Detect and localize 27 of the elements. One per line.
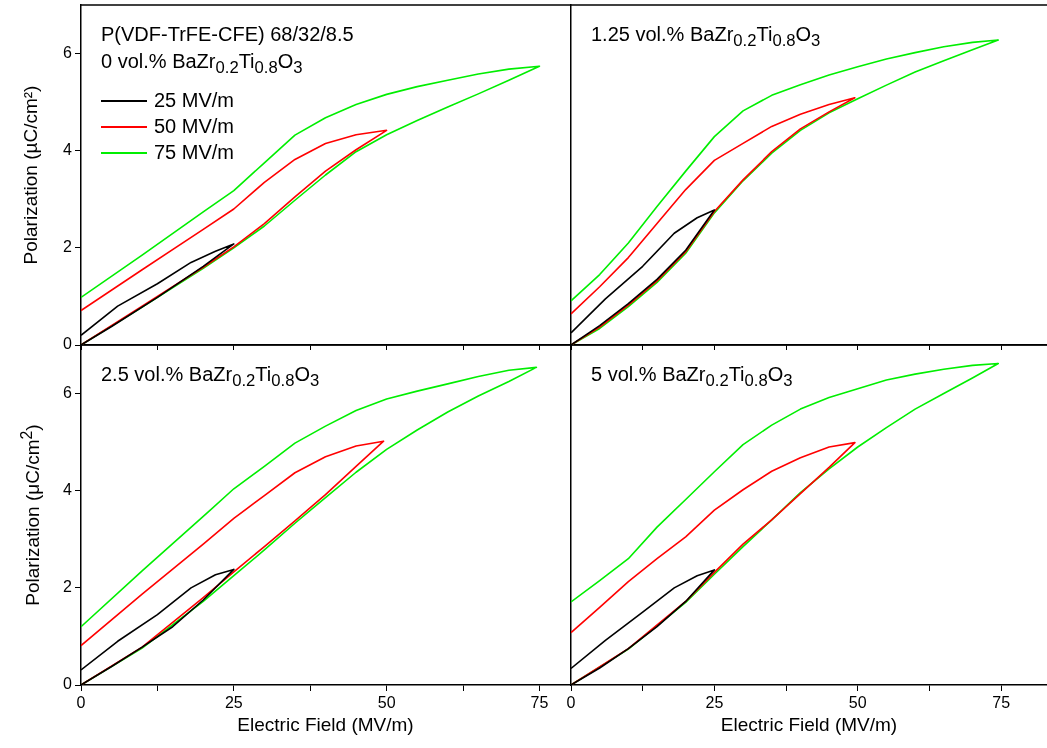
y-tick-label: 0 [63,335,73,353]
y-tick-label: 2 [63,578,73,596]
y-tick-label: 6 [63,43,73,61]
x-tick-label: 50 [848,694,867,712]
y-tick-label: 6 [63,383,73,401]
annotation: P(VDF-TrFE-CFE) 68/32/8.5 [101,23,354,46]
annotation: 2.5 vol.% BaZr$_{0.2}$Ti$_{0.8}$O$_{3}$ [101,363,320,391]
x-tick-label: 50 [377,694,396,712]
x-tick-label: 75 [992,694,1011,712]
y-axis-title: Polarization (µC/cm²) [20,85,42,265]
x-tick-label: 0 [566,694,576,712]
legend-label: 25 MV/m [154,88,235,113]
x-tick-label: 0 [76,694,86,712]
annotation: 0 vol.% BaZr$_{0.2}$Ti$_{0.8}$O$_{3}$ [101,50,304,78]
annotation: 1.25 vol.% BaZr$_{0.2}$Ti$_{0.8}$O$_{3}$ [591,23,821,51]
x-axis-title: Electric Field (MV/m) [720,714,898,736]
x-axis-title: Electric Field (MV/m) [237,714,414,736]
x-tick-label: 25 [705,694,724,712]
x-tick-label: 25 [224,694,243,712]
legend-label: 50 MV/m [154,114,235,139]
y-tick-label: 4 [63,141,73,159]
legend-label: 75 MV/m [154,140,235,165]
x-tick-label: 75 [530,694,549,712]
y-tick-label: 0 [63,675,73,693]
y-tick-label: 4 [63,481,73,499]
annotation: 5 vol.% BaZr$_{0.2}$Ti$_{0.8}$O$_{3}$ [591,363,793,391]
y-tick-label: 2 [63,238,73,256]
